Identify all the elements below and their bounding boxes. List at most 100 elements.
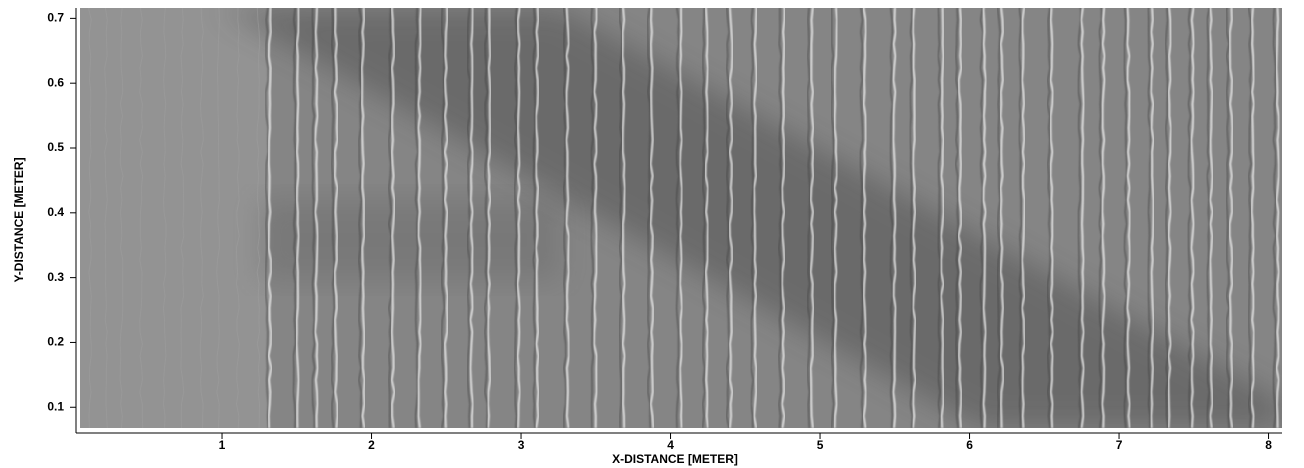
- image-stripe-light: [649, 8, 655, 428]
- image-stripe-light: [469, 8, 475, 428]
- image-stripe-dark: [1017, 8, 1023, 428]
- x-tick-label: 5: [817, 438, 824, 452]
- image-stripe-light: [999, 8, 1005, 428]
- image-stripe-dark: [889, 8, 895, 428]
- image-stripe-dark: [264, 8, 270, 428]
- y-tick-label: 0.2: [47, 335, 64, 349]
- image-stripe-light: [1208, 8, 1214, 428]
- image-stripe: [104, 8, 108, 428]
- image-stripe-light: [892, 8, 898, 428]
- image-stripe-dark: [908, 8, 914, 428]
- image-stripe-dark: [466, 8, 472, 428]
- image-stripe: [162, 8, 167, 428]
- image-stripe-dark: [749, 8, 755, 428]
- image-stripe-light: [592, 8, 598, 428]
- image-stripe-light: [1149, 8, 1155, 428]
- image-stripe-dark: [310, 8, 316, 428]
- image-stripe-light: [417, 8, 423, 428]
- image-stripe-light: [1275, 8, 1281, 428]
- image-stripe-light: [752, 8, 758, 428]
- image-stripe-dark: [806, 8, 812, 428]
- image-stripe-light: [780, 8, 786, 428]
- image-stripe-light: [862, 8, 868, 428]
- image-stripe-light: [1189, 8, 1196, 428]
- image-stripe-dark: [1046, 8, 1052, 428]
- image-stripe: [235, 8, 240, 428]
- image-stripe-light: [443, 8, 449, 428]
- image-stripe-light: [360, 8, 366, 428]
- image-stripe-light: [486, 8, 492, 428]
- x-axis-title: X-DISTANCE [METER]: [612, 452, 738, 466]
- image-stripe: [119, 8, 124, 428]
- x-tick-label: 1: [219, 438, 226, 452]
- image-stripe-light: [295, 8, 301, 428]
- x-tick-label: 2: [368, 438, 375, 452]
- y-tick-label: 0.3: [47, 270, 64, 284]
- y-tick-label: 0.7: [47, 11, 64, 25]
- image-stripe-dark: [330, 8, 336, 428]
- y-axis-title: Y-DISTANCE [METER]: [12, 157, 26, 282]
- image-stripe-light: [678, 8, 684, 428]
- image-stripe-dark: [777, 8, 783, 428]
- image-stripe-light: [390, 8, 396, 428]
- image-stripe-dark: [357, 8, 363, 428]
- image-stripe-light: [1100, 8, 1107, 428]
- image-stripe-dark: [859, 8, 865, 428]
- image-stripe-light: [267, 8, 273, 428]
- image-stripe: [180, 8, 185, 428]
- image-stripe-light: [1079, 8, 1086, 428]
- image-stripe-light: [939, 8, 945, 428]
- image-stripe-light: [565, 8, 571, 428]
- scan-image: [80, 8, 1282, 428]
- image-stripe-dark: [1247, 8, 1253, 428]
- image-stripe-dark: [387, 8, 393, 428]
- image-stripe-light: [911, 8, 917, 428]
- y-tick-label: 0.1: [47, 399, 64, 413]
- image-stripe: [256, 8, 261, 428]
- image-stripe-light: [833, 8, 839, 428]
- image-stripe-light: [982, 8, 988, 428]
- image-stripe-light: [1020, 8, 1026, 428]
- image-stripe-dark: [646, 8, 652, 428]
- image-stripe-dark: [1097, 8, 1103, 428]
- image-stripe-dark: [1077, 8, 1083, 428]
- image-stripe-light: [1125, 8, 1132, 428]
- y-tick-label: 0.6: [47, 75, 64, 89]
- x-tick-label: 4: [667, 438, 674, 452]
- image-stripe-light: [809, 8, 815, 428]
- image-stripe-dark: [701, 8, 707, 428]
- y-tick-label: 0.5: [47, 140, 64, 154]
- image-stripe-light: [1167, 8, 1173, 428]
- image-smooth-region: [80, 8, 270, 428]
- image-stripe-dark: [936, 8, 942, 428]
- image-stripe-dark: [618, 8, 624, 428]
- x-tick-label: 7: [1116, 438, 1123, 452]
- image-stripe-light: [333, 8, 339, 428]
- image-stripe-light: [516, 8, 522, 428]
- image-stripe: [199, 8, 204, 428]
- image-stripe-dark: [414, 8, 420, 428]
- image-stripe-light: [1049, 8, 1055, 428]
- image-stripe-light: [313, 8, 319, 428]
- x-tick-label: 3: [518, 438, 525, 452]
- image-stripe-dark: [954, 8, 960, 428]
- image-stripe-dark: [1187, 8, 1193, 428]
- image-stripe-dark: [483, 8, 489, 428]
- y-tick-label: 0.4: [47, 205, 64, 219]
- image-stripe-light: [534, 8, 540, 428]
- image-stripe-dark: [1123, 8, 1128, 428]
- image-stripe-dark: [531, 8, 537, 428]
- image-stripe-dark: [1146, 8, 1152, 428]
- image-stripe-dark: [1225, 8, 1231, 428]
- image-stripe-dark: [725, 8, 731, 428]
- image-stripe-dark: [513, 8, 519, 428]
- image-stripe-light: [728, 8, 734, 428]
- image-stripe-dark: [440, 8, 446, 428]
- image-stripe-dark: [675, 8, 681, 428]
- image-stripe-light: [704, 8, 710, 428]
- image-stripe-light: [1228, 8, 1234, 428]
- image-stripe-light: [1250, 8, 1256, 428]
- image-stripe-dark: [1205, 8, 1211, 428]
